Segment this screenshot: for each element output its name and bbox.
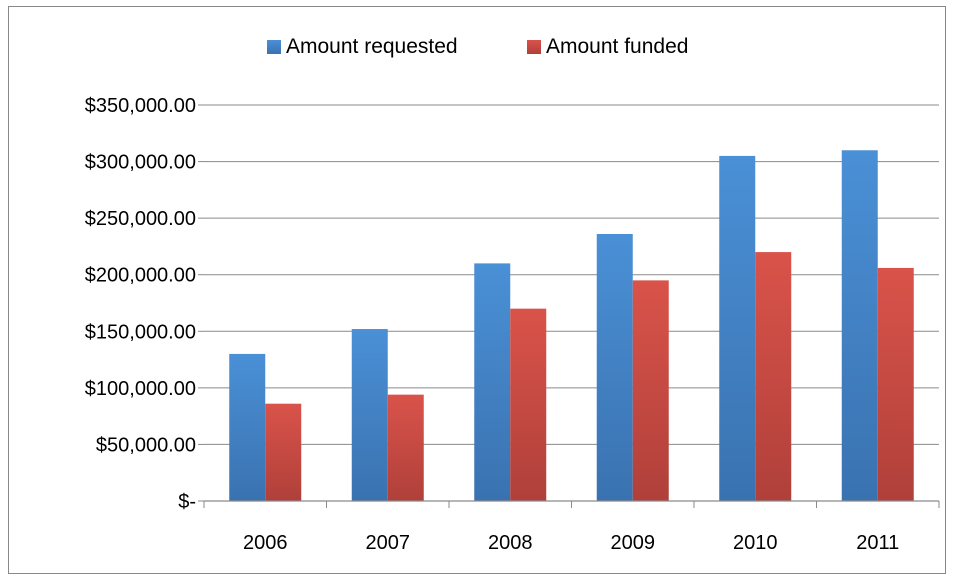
bar-requested-2011: [841, 150, 878, 501]
y-tick-label: $250,000.00: [85, 208, 196, 230]
x-tick-label: 2007: [366, 532, 411, 554]
chart-frame: $- $50,000.00 $100,000.00 $150,000.00 $200,0…: [8, 6, 946, 574]
bar-requested-2010: [719, 155, 756, 501]
x-axis-tick-labels: 2006 2007 2008 2009 2010 2011: [243, 532, 899, 554]
y-tick-label: $350,000.00: [85, 95, 196, 117]
bar-requested-2007: [351, 329, 388, 501]
y-tick-label: $300,000.00: [85, 152, 196, 174]
y-tick-label: $200,000.00: [85, 265, 196, 287]
bar-requested-2008: [474, 263, 511, 501]
bar-funded-2008: [510, 308, 547, 501]
y-tick-label: $150,000.00: [85, 321, 196, 343]
bar-funded-2009: [632, 280, 669, 501]
legend: Amount requested Amount funded: [267, 35, 688, 58]
legend-label-requested: Amount requested: [286, 35, 458, 58]
bar-funded-2010: [755, 252, 792, 501]
legend-swatch-requested: [267, 40, 281, 54]
bar-chart: $- $50,000.00 $100,000.00 $150,000.00 $200,0…: [85, 35, 940, 554]
x-tick-label: 2006: [243, 532, 288, 554]
y-tick-label: $-: [178, 491, 196, 513]
bar-funded-2007: [387, 394, 424, 501]
bar-funded-2011: [877, 267, 914, 501]
x-tick-label: 2010: [733, 532, 778, 554]
legend-swatch-funded: [527, 40, 541, 54]
y-tick-label: $50,000.00: [96, 434, 196, 456]
x-tick-label: 2011: [856, 532, 899, 554]
legend-label-funded: Amount funded: [546, 35, 688, 58]
bars: [229, 150, 914, 502]
x-axis: [203, 500, 940, 508]
bar-funded-2006: [265, 403, 302, 501]
x-tick-label: 2008: [488, 532, 533, 554]
bar-requested-2009: [596, 233, 633, 502]
bar-requested-2006: [229, 353, 266, 501]
y-axis-tick-labels: $- $50,000.00 $100,000.00 $150,000.00 $200,0…: [85, 95, 204, 513]
x-tick-label: 2009: [611, 532, 656, 554]
y-tick-label: $100,000.00: [85, 378, 196, 400]
gridlines: [204, 104, 939, 445]
